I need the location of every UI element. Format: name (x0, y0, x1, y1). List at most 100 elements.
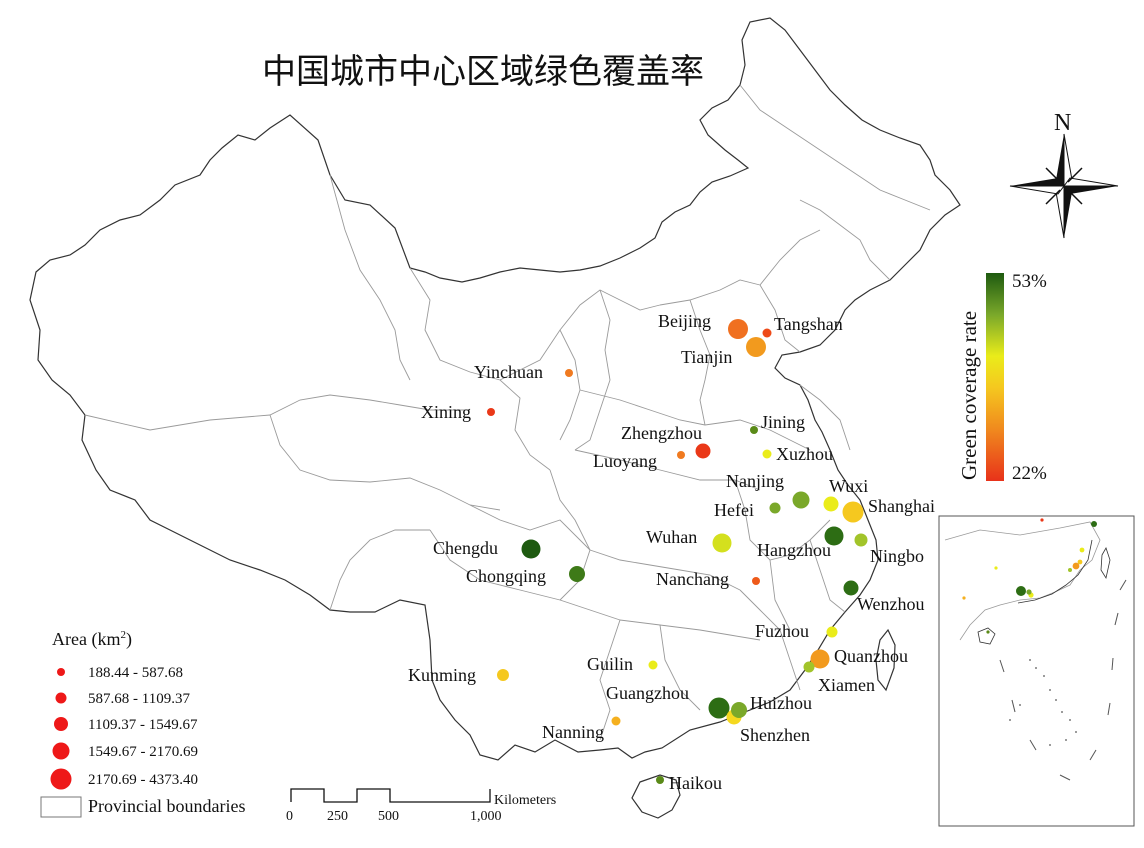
dash (1107, 702, 1111, 716)
province-line (799, 199, 891, 281)
city-marker-wuxi[interactable] (823, 496, 839, 512)
city-marker-jining[interactable] (750, 426, 758, 434)
city-label-wuxi: Wuxi (829, 476, 868, 496)
province-line (429, 529, 621, 621)
color-legend-title: Green coverage rate (957, 311, 981, 480)
city-label-nanjing: Nanjing (726, 471, 784, 491)
city-markers (487, 319, 868, 784)
inset-marker-nanning (962, 596, 966, 600)
city-label-haikou: Haikou (669, 773, 722, 793)
city-marker-xiamen[interactable] (803, 661, 815, 673)
city-marker-guangzhou[interactable] (708, 697, 730, 719)
city-label-luoyang: Luoyang (593, 451, 657, 471)
city-label-chengdu: Chengdu (433, 538, 498, 558)
color-legend-min: 22% (1012, 463, 1047, 484)
compass-west (1010, 178, 1064, 186)
city-marker-yinchuan[interactable] (565, 369, 573, 377)
city-label-kunming: Kunming (408, 665, 476, 685)
city-marker-haikou[interactable] (656, 776, 664, 784)
inset-marker-guangzhou (1016, 586, 1026, 596)
island (1009, 719, 1011, 721)
island (1019, 704, 1021, 706)
city-marker-hefei[interactable] (769, 502, 781, 514)
province-line (759, 229, 821, 286)
province-line (409, 267, 551, 471)
compass-east-light (1063, 177, 1119, 187)
province-line (704, 419, 811, 451)
inset-hainan (977, 627, 996, 645)
province-line (574, 289, 611, 451)
inset-marker-quanzhou (1072, 562, 1080, 570)
city-marker-ningbo[interactable] (854, 533, 868, 547)
city-marker-zhengzhou[interactable] (695, 443, 711, 459)
inset-marker-xiamen (1068, 568, 1072, 572)
city-marker-chengdu[interactable] (521, 539, 541, 559)
city-marker-kunming[interactable] (497, 669, 509, 681)
city-marker-guilin[interactable] (648, 660, 658, 670)
province-line (329, 529, 430, 611)
city-marker-fuzhou[interactable] (826, 626, 838, 638)
north-arrow-icon: N (1009, 110, 1119, 239)
province-line (809, 539, 846, 613)
scale-tick-0: 0 (286, 809, 293, 824)
island (1049, 689, 1051, 691)
city-marker-tangshan[interactable] (762, 328, 772, 338)
color-legend-max: 53% (1012, 271, 1047, 292)
city-marker-beijing[interactable] (728, 319, 748, 339)
island (1029, 659, 1031, 661)
city-label-hefei: Hefei (714, 500, 754, 520)
province-line (589, 549, 741, 591)
size-legend-circle-3 (54, 717, 68, 731)
city-label-chongqing: Chongqing (466, 566, 546, 586)
city-marker-xuzhou[interactable] (762, 449, 772, 459)
inset-city-markers (962, 518, 1097, 634)
island (1035, 667, 1037, 669)
city-label-hangzhou: Hangzhou (757, 540, 831, 560)
inset-nine-dash-line (999, 579, 1127, 781)
scale-unit: Kilometers (494, 793, 556, 808)
city-marker-tianjin[interactable] (746, 337, 766, 357)
size-legend-label-5: 2170.69 - 4373.40 (88, 772, 198, 788)
city-label-tangshan: Tangshan (774, 314, 843, 334)
city-marker-huizhou[interactable] (731, 702, 747, 718)
dash (1111, 657, 1114, 671)
province-line (759, 284, 801, 353)
inset-frame (938, 515, 1135, 827)
scale-tick-500: 500 (378, 809, 399, 824)
city-label-huizhou: Huizhou (750, 693, 812, 713)
size-legend-label-4: 1549.67 - 2170.69 (88, 744, 198, 760)
city-marker-hangzhou[interactable] (824, 526, 844, 546)
size-legend-label-2: 587.68 - 1109.37 (88, 691, 190, 707)
color-ramp (986, 273, 1004, 481)
province-line (659, 624, 701, 711)
size-legend-title: Area (km2) (52, 629, 132, 650)
island (1065, 739, 1067, 741)
dash (1029, 739, 1037, 751)
inset-marker-huizhou (1026, 589, 1032, 595)
compass-west-light (1009, 185, 1065, 195)
city-marker-nanning[interactable] (611, 716, 621, 726)
city-marker-wenzhou[interactable] (843, 580, 859, 596)
city-marker-wuhan[interactable] (712, 533, 732, 553)
province-line (619, 619, 761, 641)
province-line (84, 394, 470, 431)
city-marker-quanzhou[interactable] (810, 649, 830, 669)
island (1069, 719, 1071, 721)
inset-islands (1009, 659, 1077, 746)
inset-marker-guilin (994, 566, 998, 570)
city-marker-nanchang[interactable] (752, 577, 760, 585)
city-label-xuzhou: Xuzhou (776, 444, 833, 464)
city-label-wenzhou: Wenzhou (857, 594, 925, 614)
city-label-jining: Jining (761, 412, 805, 432)
city-label-xiamen: Xiamen (818, 675, 875, 695)
city-labels: Beijing Tangshan Tianjin Yinchuan Xining… (408, 311, 935, 793)
city-marker-xining[interactable] (487, 408, 495, 416)
city-marker-nanjing[interactable] (792, 491, 810, 509)
city-marker-luoyang[interactable] (677, 451, 685, 459)
size-legend-circle-1 (57, 668, 65, 676)
province-line (469, 504, 591, 551)
city-marker-chongqing[interactable] (569, 566, 585, 582)
island (1055, 699, 1057, 701)
city-marker-shanghai[interactable] (842, 501, 864, 523)
province-line (579, 389, 706, 426)
